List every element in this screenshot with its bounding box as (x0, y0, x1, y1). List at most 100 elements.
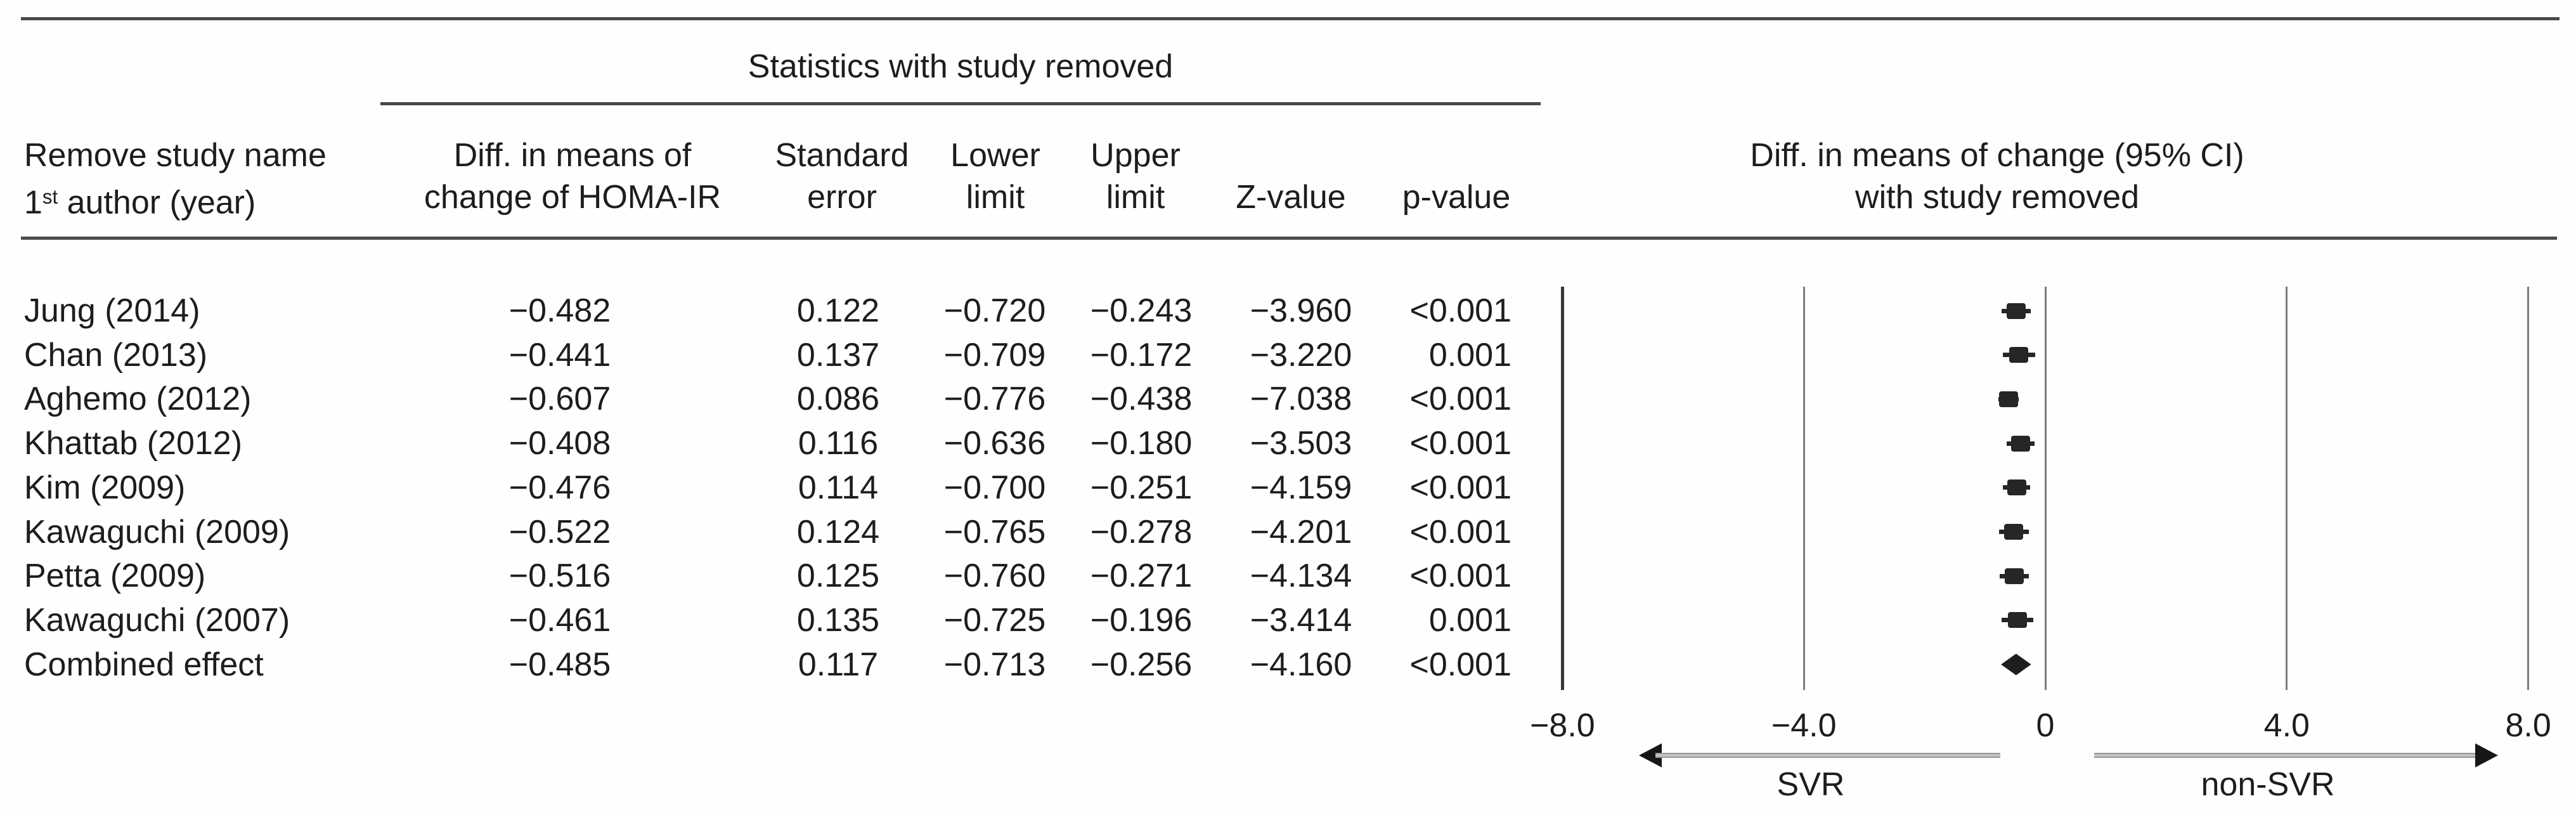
study-header-superscript: st (42, 186, 58, 208)
cell-lower: −0.776 (943, 381, 1046, 418)
cell-pvalue: 0.001 (1428, 601, 1511, 639)
table-row: Chan (2013) −0.441 0.137 −0.709 −0.172 −3.220… (0, 333, 1585, 377)
column-header-diff-line1: Diff. in means of (453, 137, 692, 174)
column-header-upper-line1: Upper (1091, 137, 1181, 174)
combined-effect-diamond (2001, 653, 2031, 675)
study-estimate-marker (2008, 612, 2028, 629)
column-header-forest-plot-line2: with study removed (1855, 179, 2139, 216)
study-header-number: 1 (24, 184, 42, 221)
study-estimate-marker (2004, 524, 2024, 540)
table-row: Petta (2009) −0.516 0.125 −0.760 −0.271 −4.13… (0, 554, 1585, 598)
study-header-rest: author (year) (58, 184, 256, 221)
cell-study: Jung (2014) (24, 292, 200, 329)
cell-zvalue: −4.201 (1250, 513, 1352, 551)
cell-study: Aghemo (2012) (24, 381, 252, 418)
cell-se: 0.117 (798, 646, 879, 683)
cell-zvalue: −7.038 (1250, 381, 1352, 418)
column-header-se: Standard error (747, 134, 937, 218)
cell-study: Chan (2013) (24, 336, 208, 374)
gridline (2044, 287, 2047, 690)
cell-se: 0.135 (796, 601, 880, 639)
column-header-lower-line1: Lower (950, 137, 1040, 174)
cell-zvalue: −4.134 (1250, 557, 1352, 595)
study-estimate-marker (2007, 479, 2026, 496)
table-row: Khattab (2012) −0.408 0.116 −0.636 −0.180 −3.… (0, 421, 1585, 466)
x-tick-label: −8.0 (1530, 707, 1595, 744)
cell-se: 0.122 (796, 292, 880, 329)
cell-diff: −0.482 (508, 292, 611, 329)
x-tick-label: 8.0 (2505, 707, 2551, 744)
right-arrowhead-icon (2475, 743, 2498, 767)
cell-lower: −0.720 (943, 292, 1046, 329)
gridline (2527, 287, 2530, 690)
svr-direction-arrow (1639, 743, 2000, 768)
cell-pvalue: <0.001 (1409, 557, 1512, 595)
cell-study: Combined effect (24, 646, 264, 683)
column-header-study-line1: Remove study name (24, 137, 327, 174)
cell-upper: −0.251 (1090, 469, 1193, 506)
cell-study: Khattab (2012) (24, 425, 243, 462)
cell-study: Petta (2009) (24, 557, 206, 595)
cell-se: 0.125 (796, 557, 880, 595)
spanner-rule (380, 102, 1541, 105)
direction-label-non-svr: non-SVR (2201, 766, 2335, 803)
cell-diff: −0.408 (508, 425, 611, 462)
cell-upper: −0.438 (1090, 381, 1193, 418)
column-header-se-line1: Standard (775, 137, 909, 174)
cell-diff: −0.522 (508, 513, 611, 551)
cell-diff: −0.516 (508, 557, 611, 595)
cell-lower: −0.636 (943, 425, 1046, 462)
header-bottom-rule (21, 237, 2557, 240)
study-estimate-marker (1999, 391, 2019, 407)
cell-upper: −0.271 (1090, 557, 1193, 595)
cell-zvalue: −3.503 (1250, 425, 1352, 462)
cell-lower: −0.700 (943, 469, 1046, 506)
column-header-study-line2: 1st author (year) (24, 176, 327, 224)
cell-study: Kim (2009) (24, 469, 186, 506)
column-header-lower-line2: limit (966, 179, 1025, 216)
cell-diff: −0.485 (508, 646, 611, 683)
column-header-diff-line2: change of HOMA-IR (424, 179, 722, 216)
top-rule (21, 17, 2560, 20)
cell-upper: −0.180 (1090, 425, 1193, 462)
column-header-zvalue: Z-value (1236, 179, 1346, 216)
non-svr-direction-arrow (2094, 743, 2498, 768)
gridline (1560, 287, 1564, 690)
column-header-forest-plot-line1: Diff. in means of change (95% CI) (1750, 137, 2244, 174)
cell-upper: −0.243 (1090, 292, 1193, 329)
cell-study: Kawaguchi (2009) (24, 513, 290, 551)
column-header-se-line2: error (807, 179, 877, 216)
cell-pvalue: <0.001 (1409, 381, 1512, 418)
cell-zvalue: −3.220 (1250, 336, 1352, 374)
cell-se: 0.124 (796, 513, 880, 551)
study-estimate-marker (2004, 568, 2024, 584)
cell-lower: −0.725 (943, 601, 1046, 639)
cell-diff: −0.476 (508, 469, 611, 506)
table-row: Kawaguchi (2009) −0.522 0.124 −0.765 −0.278 −… (0, 510, 1585, 554)
cell-pvalue: <0.001 (1409, 292, 1512, 329)
cell-zvalue: −3.414 (1250, 601, 1352, 639)
x-tick-label: 4.0 (2263, 707, 2310, 744)
cell-pvalue: <0.001 (1409, 425, 1512, 462)
gridline (2286, 287, 2288, 690)
column-header-diff: Diff. in means of change of HOMA-IR (351, 134, 794, 218)
cell-lower: −0.765 (943, 513, 1046, 551)
x-tick-label: −4.0 (1771, 707, 1837, 744)
column-header-upper-line2: limit (1106, 179, 1165, 216)
study-estimate-marker (2011, 435, 2031, 452)
cell-upper: −0.256 (1090, 646, 1193, 683)
direction-label-svr: SVR (1777, 766, 1845, 803)
column-header-upper: Upper limit (1040, 134, 1231, 218)
table-row: Kawaguchi (2007) −0.461 0.135 −0.725 −0.196 −… (0, 598, 1585, 642)
cell-lower: −0.760 (943, 557, 1046, 595)
cell-diff: −0.607 (508, 381, 611, 418)
cell-diff: −0.441 (508, 336, 611, 374)
table-row: Kim (2009) −0.476 0.114 −0.700 −0.251 −4.159 <… (0, 466, 1585, 510)
cell-pvalue: <0.001 (1409, 513, 1512, 551)
cell-zvalue: −3.960 (1250, 292, 1352, 329)
cell-pvalue: <0.001 (1409, 646, 1512, 683)
left-arrow-shaft (1655, 753, 2000, 758)
cell-zvalue: −4.160 (1250, 646, 1352, 683)
study-estimate-marker (2009, 347, 2029, 363)
